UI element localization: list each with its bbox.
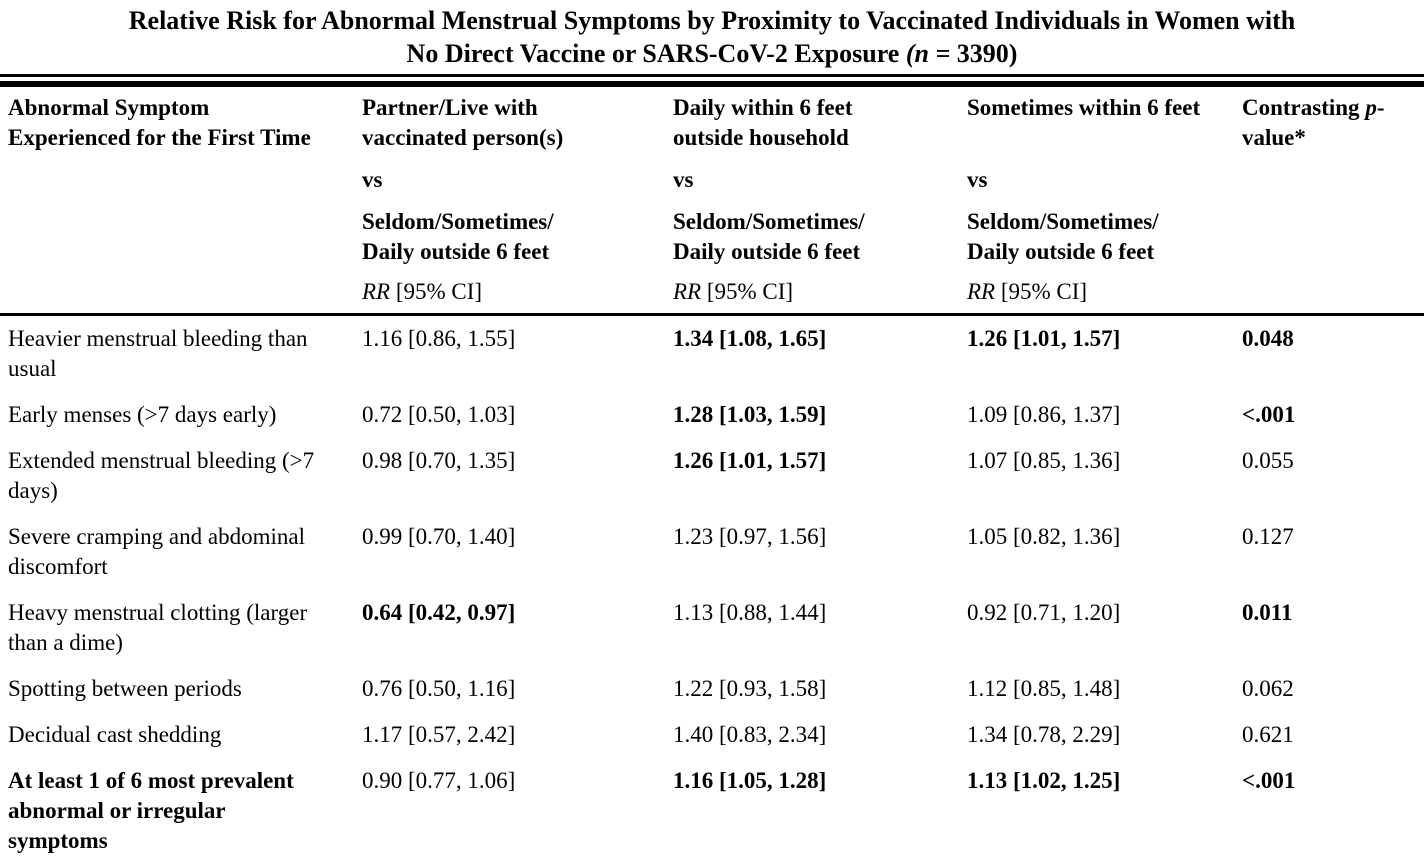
table-title-line-2: No Direct Vaccine or SARS-CoV-2 Exposure… [0,37,1424,70]
symptom-label: Severe cramping and abdominal discomfort [8,524,305,579]
sample-size-n-italic: (n = [905,39,957,68]
pvalue-column-label: Contrasting p-value* [1242,93,1412,153]
pvalue-cell: 0.062 [1242,676,1294,701]
rr-cell: 0.98 [0.70, 1.35] [362,448,516,473]
rr-cell: 0.92 [0.71, 1.20] [967,600,1121,625]
table-row: Early menses (>7 days early) 0.72 [0.50,… [0,392,1424,438]
comparator-label: Seldom/Sometimes/ Daily outside 6 feet [673,207,955,277]
comparator-line-2: Daily outside 6 feet [673,239,861,264]
rr-cell: 1.16 [0.86, 1.55] [362,326,516,351]
symptom-label: At least 1 of 6 most prevalent abnormal … [8,768,294,853]
sample-size-value: 3390) [956,39,1018,68]
table-header: Abnormal Symptom Experienced for the Fir… [0,87,1424,313]
rr-cell: 1.17 [0.57, 2.42] [362,722,516,747]
rr-cell: 0.76 [0.50, 1.16] [362,676,516,701]
header-exposure-sometimes: Sometimes within 6 feet vs Seldom/Someti… [967,87,1242,313]
table-row: Heavy menstrual clotting (larger than a … [0,590,1424,666]
symptom-label: Heavier menstrual bleeding than usual [8,326,308,381]
rr-abbrev: RR [967,279,996,304]
symptom-label: Early menses (>7 days early) [8,402,277,427]
table-title-text-2: No Direct Vaccine or SARS-CoV-2 Exposure [406,39,906,68]
symptom-label: Decidual cast shedding [8,722,222,747]
pvalue-cell: <.001 [1242,768,1296,793]
comparator-line-2: Daily outside 6 feet [362,239,550,264]
table-row: Extended menstrual bleeding (>7 days) 0.… [0,438,1424,514]
exposure-label: Daily within 6 feet outside household [673,95,853,150]
title-rule-thin [0,74,1424,77]
pvalue-label-post: -value* [1242,95,1385,150]
ci-label: [95% CI] [701,279,794,304]
rr-abbrev: RR [673,279,702,304]
header-rule [0,313,1424,316]
pvalue-cell: 0.127 [1242,524,1294,549]
rr-cell: 1.05 [0.82, 1.36] [967,524,1121,549]
comparator-label: Seldom/Sometimes/ Daily outside 6 feet [967,207,1230,277]
table-title-text-1: Relative Risk for Abnormal Menstrual Sym… [128,6,1296,35]
rr-cell: 0.64 [0.42, 0.97] [362,600,516,625]
table-row: Heavier menstrual bleeding than usual 1.… [0,316,1424,392]
comparator-label: Seldom/Sometimes/ Daily outside 6 feet [362,207,661,277]
rr-cell: 1.12 [0.85, 1.48] [967,676,1121,701]
rr-ci-label: RR [95% CI] [967,277,1230,307]
rr-cell: 1.26 [1.01, 1.57] [673,448,827,473]
pvalue-label-pre: Contrasting [1242,95,1366,120]
table-row: Severe cramping and abdominal discomfort… [0,514,1424,590]
rr-cell: 1.40 [0.83, 2.34] [673,722,827,747]
rr-cell: 1.22 [0.93, 1.58] [673,676,827,701]
table-row: At least 1 of 6 most prevalent abnormal … [0,758,1424,856]
comparator-line-1: Seldom/Sometimes/ [967,209,1159,234]
pvalue-label-p-italic: p [1365,95,1377,120]
exposure-label: Sometimes within 6 feet [967,95,1201,120]
rr-cell: 1.28 [1.03, 1.59] [673,402,827,427]
rr-cell: 0.90 [0.77, 1.06] [362,768,516,793]
rr-abbrev: RR [362,279,391,304]
rr-cell: 1.13 [0.88, 1.44] [673,600,827,625]
header-pvalue: Contrasting p-value* [1242,87,1424,313]
table-title: Relative Risk for Abnormal Menstrual Sym… [0,0,1424,70]
symptom-label: Extended menstrual bleeding (>7 days) [8,448,315,503]
symptom-label: Heavy menstrual clotting (larger than a … [8,600,308,655]
header-row: Abnormal Symptom Experienced for the Fir… [0,87,1424,313]
vs-label: vs [673,167,694,192]
comparator-line-1: Seldom/Sometimes/ [673,209,865,234]
header-exposure-daily: Daily within 6 feet outside household vs… [673,87,967,313]
comparator-line-2: Daily outside 6 feet [967,239,1155,264]
pvalue-cell: 0.011 [1242,600,1293,625]
rr-cell: 1.16 [1.05, 1.28] [673,768,827,793]
ci-label: [95% CI] [390,279,483,304]
rr-ci-label: RR [95% CI] [673,277,955,307]
table-body: Heavier menstrual bleeding than usual 1.… [0,316,1424,856]
pvalue-cell: 0.055 [1242,448,1294,473]
ci-label: [95% CI] [995,279,1088,304]
title-rule-thick [0,81,1424,87]
table-title-line-1: Relative Risk for Abnormal Menstrual Sym… [0,4,1424,37]
pvalue-cell: 0.048 [1242,326,1294,351]
exposure-label: Partner/Live with vaccinated person(s) [362,95,564,150]
pvalue-cell: <.001 [1242,402,1296,427]
rr-cell: 1.34 [0.78, 2.29] [967,722,1121,747]
rr-cell: 1.13 [1.02, 1.25] [967,768,1121,793]
rr-cell: 1.26 [1.01, 1.57] [967,326,1121,351]
rr-cell: 1.07 [0.85, 1.36] [967,448,1121,473]
rr-cell: 0.99 [0.70, 1.40] [362,524,516,549]
rr-ci-label: RR [95% CI] [362,277,661,307]
header-exposure-partner: Partner/Live with vaccinated person(s) v… [362,87,673,313]
vs-label: vs [967,167,988,192]
rr-cell: 1.34 [1.08, 1.65] [673,326,827,351]
rr-cell: 0.72 [0.50, 1.03] [362,402,516,427]
rr-cell: 1.23 [0.97, 1.56] [673,524,827,549]
rr-cell: 1.09 [0.86, 1.37] [967,402,1121,427]
symptom-column-label: Abnormal Symptom Experienced for the Fir… [8,95,311,150]
comparator-line-1: Seldom/Sometimes/ [362,209,554,234]
header-symptom-column: Abnormal Symptom Experienced for the Fir… [0,87,362,313]
pvalue-cell: 0.621 [1242,722,1294,747]
vs-label: vs [362,167,383,192]
symptom-label: Spotting between periods [8,676,242,701]
table-row: Decidual cast shedding 1.17 [0.57, 2.42]… [0,712,1424,758]
table-row: Spotting between periods 0.76 [0.50, 1.1… [0,666,1424,712]
